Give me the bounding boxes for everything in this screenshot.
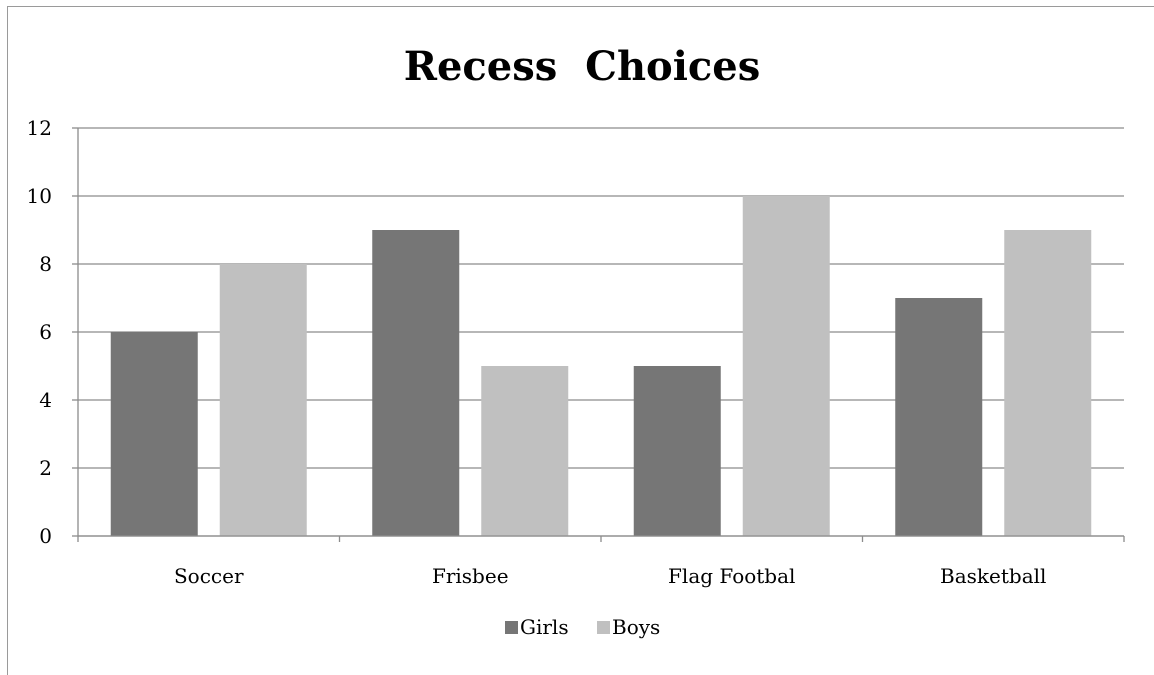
x-tick-label: Soccer bbox=[174, 564, 244, 588]
x-tick-label: Flag Footbal bbox=[668, 564, 795, 588]
y-tick-label: 8 bbox=[39, 252, 52, 276]
legend-label-girls: Girls bbox=[520, 615, 569, 639]
chart-border-top bbox=[7, 6, 1154, 7]
axes: 0 2 4 6 8 10 12 Soccer Frisbee Flag Footbal Basket… bbox=[27, 116, 1125, 588]
y-tick-label: 6 bbox=[39, 320, 52, 344]
y-tick-label: 2 bbox=[39, 456, 52, 480]
legend-label-boys: Boys bbox=[612, 615, 660, 639]
bars bbox=[110, 196, 1092, 536]
bar-girls-0 bbox=[110, 332, 198, 536]
chart-border-left bbox=[7, 6, 8, 675]
bar-boys-0 bbox=[219, 264, 307, 536]
x-tick-label: Basketball bbox=[940, 564, 1046, 588]
bar-girls-3 bbox=[895, 298, 983, 536]
x-tick-label: Frisbee bbox=[432, 564, 509, 588]
y-tick-label: 12 bbox=[27, 116, 52, 140]
bar-boys-3 bbox=[1004, 230, 1092, 536]
y-tick-label: 4 bbox=[39, 388, 52, 412]
y-tick-label: 10 bbox=[27, 184, 52, 208]
bar-boys-2 bbox=[742, 196, 830, 536]
chart-title: Recess Choices bbox=[404, 43, 761, 90]
bar-girls-2 bbox=[633, 366, 721, 536]
y-tick-label: 0 bbox=[39, 524, 52, 548]
legend-swatch-boys bbox=[597, 621, 610, 634]
legend: Girls Boys bbox=[505, 615, 660, 639]
bar-boys-1 bbox=[481, 366, 569, 536]
bar-girls-1 bbox=[372, 230, 460, 536]
legend-swatch-girls bbox=[505, 621, 518, 634]
